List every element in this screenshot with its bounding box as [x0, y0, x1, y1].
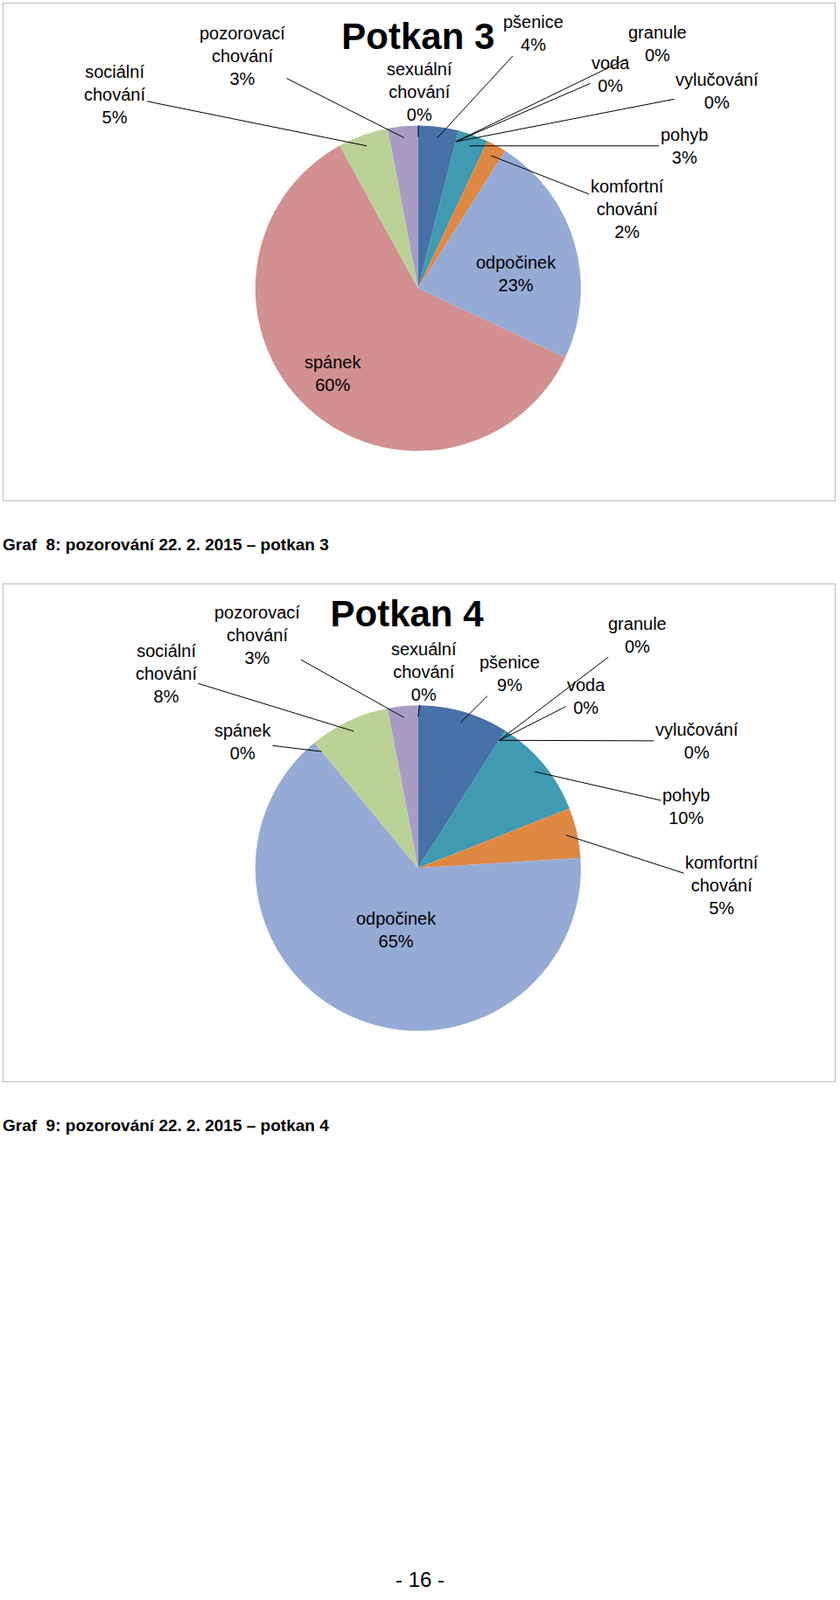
html-text:- 16 -: - 16 -	[395, 1568, 445, 1592]
svg-text:pšenice4%: pšenice4%	[503, 12, 564, 55]
svg-text:granule0%: granule0%	[628, 22, 687, 65]
svg-text:voda0%: voda0%	[591, 53, 630, 96]
svg-text:komfortníchování2%: komfortníchování2%	[590, 176, 665, 242]
svg-text:sexuálníchování0%: sexuálníchování0%	[391, 639, 457, 705]
svg-text:pohyb3%: pohyb3%	[660, 125, 709, 168]
svg-text:vylučování0%: vylučování0%	[655, 720, 739, 763]
svg-text:pozorovacíchování3%: pozorovacíchování3%	[214, 602, 301, 668]
svg-text:odpočinek23%: odpočinek23%	[476, 252, 557, 295]
svg-text:spánek0%: spánek0%	[214, 721, 272, 763]
html-text:Graf 8: pozorování 22. 2. 2015: Graf 8: pozorování 22. 2. 2015 – potkan …	[2, 535, 329, 554]
svg-text:pohyb10%: pohyb10%	[662, 785, 711, 828]
svg-text:sociálníchování5%: sociálníchování5%	[84, 62, 146, 127]
html-text:Graf 9: pozorování 22. 2. 2015: Graf 9: pozorování 22. 2. 2015 – potkan …	[2, 1116, 329, 1135]
svg-text:Potkan 3: Potkan 3	[341, 15, 495, 57]
svg-text:pšenice9%: pšenice9%	[479, 652, 540, 695]
svg-text:komfortníchování5%: komfortníchování5%	[685, 853, 759, 918]
svg-text:sociálníchování8%: sociálníchování8%	[135, 641, 197, 707]
svg-text:vylučování0%: vylučování0%	[675, 70, 759, 112]
svg-text:Potkan 4: Potkan 4	[329, 593, 484, 635]
svg-text:sexuálníchování0%: sexuálníchování0%	[386, 59, 453, 125]
svg-text:spánek60%: spánek60%	[304, 352, 362, 395]
svg-text:granule0%: granule0%	[608, 614, 667, 657]
svg-text:voda0%: voda0%	[567, 675, 606, 718]
svg-text:odpočinek65%: odpočinek65%	[356, 909, 437, 952]
svg-text:pozorovacíchování3%: pozorovacíchování3%	[199, 23, 286, 89]
